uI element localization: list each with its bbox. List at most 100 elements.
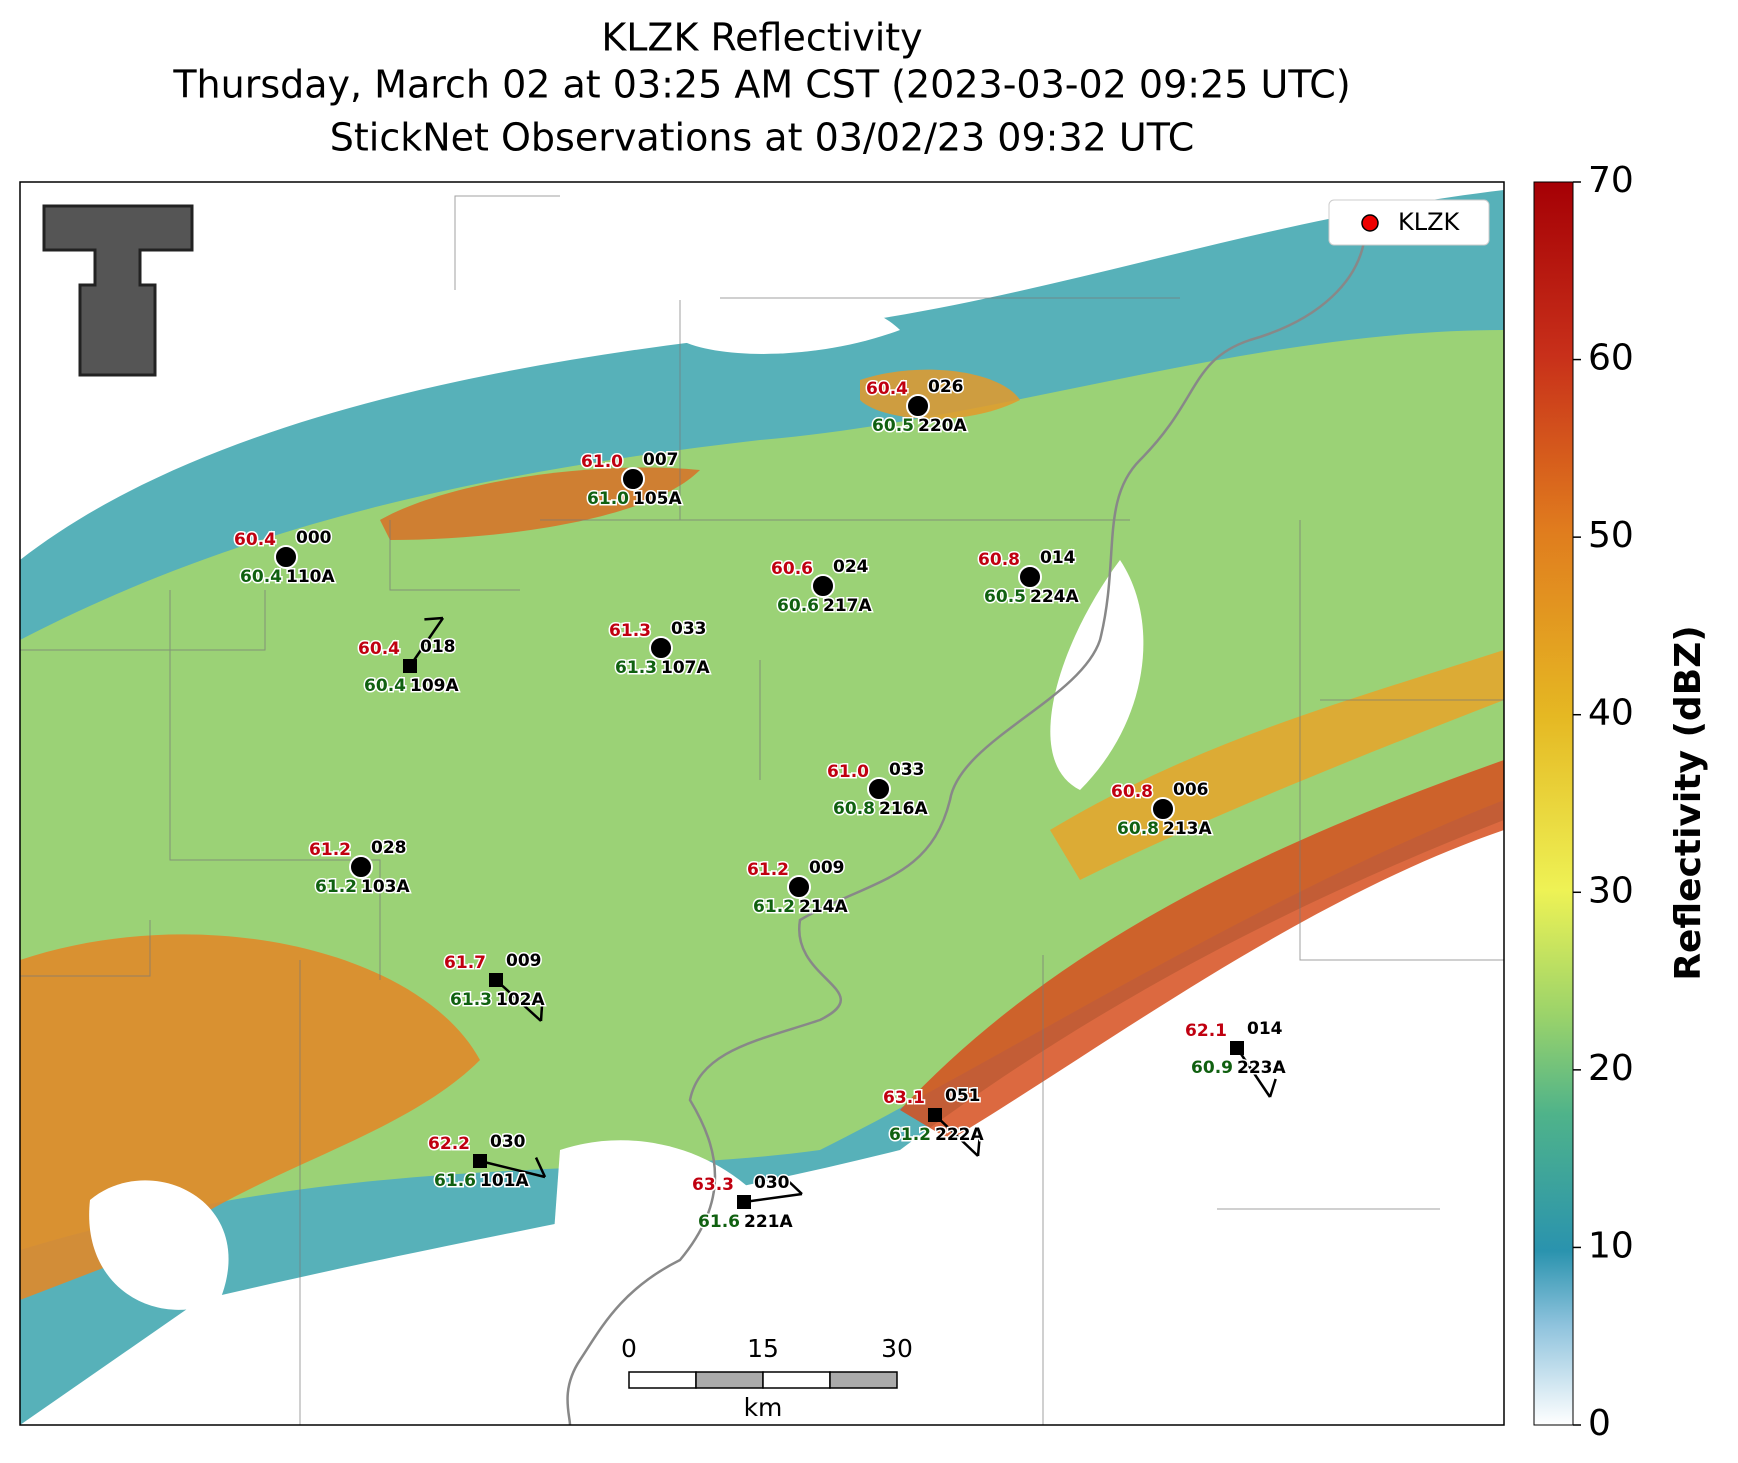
station-id: 110A (286, 567, 335, 587)
dewpoint: 60.4 (364, 676, 406, 696)
wind-barb-flag (976, 1136, 981, 1157)
radar-field (20, 182, 1504, 1425)
station-marker (349, 855, 373, 879)
colorbar-label: Reflectivity (dBZ) (1668, 625, 1709, 980)
colorbar-tick-label: 70 (1588, 160, 1634, 201)
station-id: 102A (496, 990, 545, 1010)
station-id: 213A (1163, 819, 1212, 839)
colorbar-tick-label: 60 (1588, 338, 1634, 379)
colorbar-tick-label: 10 (1588, 1225, 1634, 1266)
station-id: 221A (744, 1212, 793, 1232)
wind-barb (495, 979, 542, 1022)
station-marker (489, 973, 503, 987)
dewpoint: 61.6 (434, 1171, 476, 1191)
wind-direction: 026 (928, 377, 964, 397)
temperature: 63.1 (883, 1088, 925, 1108)
wind-direction: 033 (671, 619, 707, 639)
station-marker (649, 636, 673, 660)
station-id: 109A (410, 676, 459, 696)
station-id: 220A (918, 416, 967, 436)
station-id: 214A (799, 897, 848, 917)
temperature: 61.3 (609, 621, 651, 641)
dewpoint: 60.8 (833, 799, 875, 819)
station-id: 224A (1030, 587, 1079, 607)
dewpoint: 61.2 (753, 897, 795, 917)
dewpoint: 61.3 (615, 658, 657, 678)
map-frame (19, 181, 1505, 1426)
station-marker (737, 1195, 751, 1209)
wind-direction: 028 (371, 838, 407, 858)
temperature: 60.4 (358, 639, 400, 659)
temperature: 61.0 (827, 762, 869, 782)
dewpoint: 61.2 (889, 1125, 931, 1145)
wind-direction: 009 (809, 858, 845, 878)
station-id: 101A (480, 1171, 529, 1191)
dewpoint: 60.6 (777, 596, 819, 616)
station-id: 223A (1237, 1058, 1286, 1078)
station-marker (928, 1108, 942, 1122)
title-line: StickNet Observations at 03/02/23 09:32 … (330, 116, 1194, 160)
station-marker (1018, 565, 1042, 589)
logo (42, 204, 194, 377)
temperature: 61.2 (309, 840, 351, 860)
temperature: 61.2 (747, 860, 789, 880)
station-id: 217A (823, 596, 872, 616)
temperature: 61.7 (444, 953, 486, 973)
station-marker (867, 777, 891, 801)
station-marker (811, 574, 835, 598)
wind-barb (408, 617, 445, 667)
dewpoint: 60.8 (1117, 819, 1159, 839)
temperature: 60.4 (866, 379, 908, 399)
wind-barb (934, 1114, 979, 1157)
wind-barb-flag (787, 1180, 803, 1195)
station-marker (906, 394, 930, 418)
colorbar (1533, 181, 1574, 1426)
wind-direction: 018 (420, 637, 456, 657)
wind-barb-flag (539, 1001, 544, 1022)
station-marker (787, 875, 811, 899)
dewpoint: 61.3 (450, 990, 492, 1010)
station-marker (274, 545, 298, 569)
wind-barb-flag (1268, 1078, 1277, 1098)
station-id: 216A (879, 799, 928, 819)
station-marker (621, 467, 645, 491)
temperature: 60.8 (978, 550, 1020, 570)
legend-label: KLZK (1398, 208, 1461, 236)
wind-direction: 006 (1173, 780, 1209, 800)
title-line: KLZK Reflectivity (601, 16, 922, 60)
wind-barb-flag (534, 1157, 547, 1178)
wind-direction: 000 (296, 528, 332, 548)
dewpoint: 61.2 (315, 877, 357, 897)
scale-tick-label: 15 (747, 1334, 779, 1363)
wind-direction: 030 (754, 1173, 790, 1193)
wind-direction: 014 (1040, 548, 1076, 568)
wind-direction: 024 (833, 557, 869, 577)
wind-direction: 014 (1247, 1019, 1283, 1039)
wind-barb (743, 1192, 803, 1204)
colorbar-tick-label: 20 (1588, 1048, 1634, 1089)
station-id: 103A (361, 877, 410, 897)
wind-direction: 033 (889, 760, 925, 780)
station-id: 107A (661, 658, 710, 678)
scale-bar (628, 1371, 898, 1389)
legend: KLZK (1328, 199, 1490, 246)
colorbar-tick-label: 0 (1588, 1403, 1611, 1444)
station-id: 105A (633, 489, 682, 509)
temperature: 60.4 (234, 530, 276, 550)
temperature: 60.8 (1111, 782, 1153, 802)
temperature: 60.6 (771, 559, 813, 579)
temperature: 62.2 (428, 1134, 470, 1154)
dewpoint: 61.0 (587, 489, 629, 509)
scale-tick-label: 30 (881, 1334, 913, 1363)
station-marker (1151, 797, 1175, 821)
station-marker (403, 659, 417, 673)
colorbar-tick-label: 30 (1588, 870, 1634, 911)
colorbar-tick-label: 50 (1588, 515, 1634, 556)
dewpoint: 61.6 (698, 1212, 740, 1232)
wind-barb (1235, 1047, 1272, 1098)
scale-unit: km (744, 1393, 783, 1422)
legend-marker (1361, 214, 1379, 232)
temperature: 61.0 (581, 452, 623, 472)
wind-direction: 009 (506, 951, 542, 971)
